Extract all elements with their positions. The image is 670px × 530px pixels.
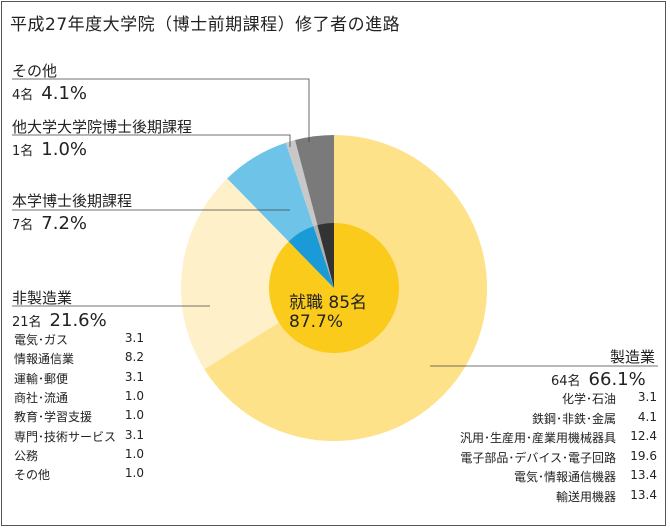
manufacturing-item-value: 13.4	[630, 487, 657, 502]
pie-inner-slice-non-manufacturing	[269, 241, 334, 323]
manufacturing-item-value: 12.4	[630, 429, 657, 443]
non-manufacturing-item-value: 1.0	[124, 388, 144, 403]
center-label-employment: 就職 85名	[289, 293, 368, 313]
non-manufacturing-item-name: 商社･流通	[14, 390, 69, 405]
non-manufacturing-item-name: 教育･学習支援	[14, 410, 93, 425]
label-manufacturing-count: 64名	[551, 374, 581, 389]
manufacturing-item-name: 輸送用機器	[555, 489, 616, 504]
label-manufacturing-percent: 66.1%	[588, 369, 646, 390]
non-manufacturing-item-name: その他	[14, 468, 51, 483]
non-manufacturing-item-value: 3.1	[124, 369, 144, 384]
label-other-univ-stats: 1名 1.0%	[12, 139, 87, 160]
label-other-univ-name: 他大学大学院博士後期課程	[12, 118, 193, 136]
non-manufacturing-item-row: 教育･学習支援 1.0	[14, 408, 144, 427]
non-manufacturing-item-name: 情報通信業	[14, 352, 75, 367]
non-manufacturing-item-row: 商社･流通 1.0	[14, 389, 144, 408]
label-own-univ-stats: 7名 7.2%	[12, 213, 87, 234]
manufacturing-item-value: 13.4	[630, 468, 657, 482]
label-other-univ-count: 1名	[12, 144, 34, 159]
non-manufacturing-item-row: 公務 1.0	[14, 447, 144, 466]
non-manufacturing-item-value: 3.1	[124, 427, 144, 442]
label-non-manufacturing-count: 21名	[12, 315, 42, 330]
non-manufacturing-item-value: 1.0	[124, 446, 144, 461]
non-manufacturing-item-name: 運輸･郵便	[14, 371, 69, 386]
center-label-percent: 87.7%	[289, 312, 344, 332]
label-other-count: 4名	[12, 88, 34, 103]
leader-line-other	[12, 78, 310, 142]
non-manufacturing-item-row: 情報通信業 8.2	[14, 350, 144, 369]
pie-inner-ring	[269, 223, 399, 353]
non-manufacturing-item-row: 電気･ガス 3.1	[14, 331, 144, 350]
label-own-univ-name: 本学博士後期課程	[12, 192, 133, 210]
label-non-manufacturing-name: 非製造業	[12, 289, 73, 307]
pie-inner-slice-other	[317, 223, 334, 288]
non-manufacturing-item-row: その他 1.0	[14, 466, 144, 485]
non-manufacturing-item-value: 1.0	[124, 408, 144, 423]
pie-inner-slice-manufacturing	[278, 223, 399, 353]
non-manufacturing-item-row: 専門･技術サービス 3.1	[14, 428, 144, 447]
label-other-stats: 4名 4.1%	[12, 83, 87, 104]
label-own-univ-count: 7名	[12, 218, 34, 233]
manufacturing-item-name: 電気･情報通信機器	[513, 470, 616, 484]
label-other-percent: 4.1%	[41, 83, 88, 104]
label-manufacturing-name: 製造業	[610, 348, 656, 366]
non-manufacturing-item-name: 電気･ガス	[14, 333, 69, 347]
chart-title: 平成27年度大学院（博士前期課程）修了者の進路	[10, 15, 401, 35]
non-manufacturing-item-row: 運輸･郵便 3.1	[14, 370, 144, 389]
label-non-manufacturing-stats: 21名 21.6%	[12, 310, 107, 331]
non-manufacturing-item-name: 公務	[14, 448, 39, 463]
non-manufacturing-item-name: 専門･技術サービス	[14, 429, 117, 444]
pie-slice-non-manufacturing	[180, 178, 334, 370]
label-other-univ-percent: 1.0%	[41, 139, 88, 160]
manufacturing-item-value: 4.1	[637, 409, 657, 424]
label-non-manufacturing-percent: 21.6%	[49, 310, 107, 331]
non-manufacturing-item-value: 8.2	[124, 350, 144, 365]
leader-lines	[12, 78, 658, 367]
label-other-name: その他	[12, 62, 58, 80]
pie-inner-slice-own-univ	[288, 226, 334, 288]
leader-line-other-univ	[12, 134, 291, 147]
manufacturing-item-value: 3.1	[637, 390, 657, 404]
label-manufacturing-stats: 64名 66.1%	[551, 369, 646, 390]
label-own-univ-percent: 7.2%	[41, 213, 88, 234]
manufacturing-item-name: 電子部品･デバイス･電子回路	[460, 450, 616, 465]
manufacturing-item-name: 化学･石油	[561, 392, 616, 406]
manufacturing-item-value: 19.6	[630, 448, 657, 463]
manufacturing-item-name: 汎用･生産用･産業用機械器具	[459, 431, 616, 445]
pie-inner-slice-other-univ	[313, 225, 334, 288]
non-manufacturing-item-value: 1.0	[124, 466, 144, 481]
non-manufacturing-item-value: 3.1	[124, 331, 144, 345]
manufacturing-item-name: 鉄鋼･非鉄･金属	[531, 411, 616, 426]
